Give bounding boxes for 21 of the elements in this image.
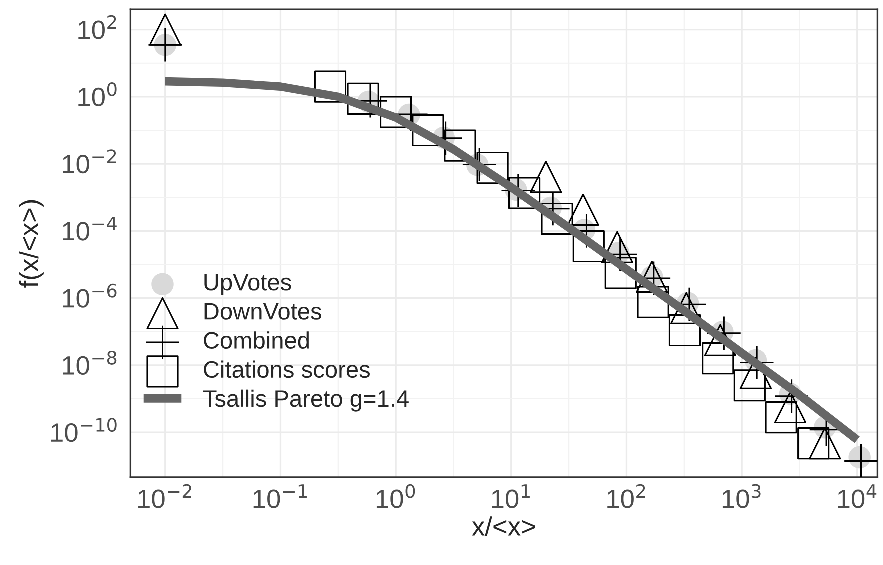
x-tick-label: 10$^{0}$	[376, 484, 416, 508]
y-tick-label: 10$^{−2}$	[63, 150, 116, 174]
legend-label: DownVotes	[204, 303, 322, 320]
y-axis-title: f(x/<x>)	[19, 200, 44, 288]
legend-label: Tsallis Pareto g=1.4	[203, 390, 409, 412]
y-tick-label: 10$^{−6}$	[63, 284, 117, 308]
x-tick-label: 10$^{3}$	[722, 484, 761, 508]
x-tick-label: 10$^{4}$	[838, 484, 877, 508]
y-tick-label: 10$^{−10}$	[51, 418, 117, 442]
y-tick-label: 10$^{−8}$	[63, 350, 117, 376]
x-tick-label: 10$^{−1}$	[254, 484, 307, 508]
y-tick-label: 10$^{2}$	[78, 15, 116, 40]
y-tick-label: 10$^{−4}$	[63, 216, 117, 241]
y-tick-label: 10$^{0}$	[78, 82, 117, 107]
x-tick-label: 10$^{1}$	[492, 484, 530, 508]
legend-label: Citations scores	[204, 360, 370, 378]
x-tick-label: 10$^{2}$	[608, 484, 646, 508]
legend-label: UpVotes	[204, 274, 292, 296]
legend-label: Combined	[204, 332, 309, 349]
x-tick-label: 10$^{−2}$	[138, 484, 192, 508]
x-axis-title: x/<x>	[472, 516, 536, 536]
